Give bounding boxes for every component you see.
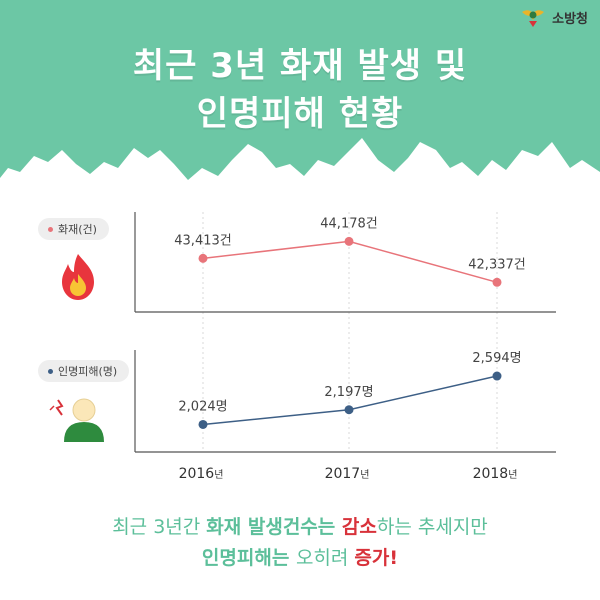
summary-increase: 증가! [354, 547, 399, 569]
x-tick-label-2: 2018년 [473, 466, 518, 482]
legend-casualty: 인명피해(명) [38, 360, 130, 382]
chart-series: 43,413건 44,178건 42,337건 2,024명 2,197명 2,594명 [174, 216, 526, 429]
series-line-1 [202, 375, 498, 426]
data-label-1-1: 2,197명 [324, 385, 373, 400]
logo-text: 소방청 [552, 11, 588, 27]
injured-person-icon [49, 398, 104, 442]
emblem-icon [522, 10, 545, 27]
data-point-1-1 [344, 405, 354, 415]
data-label-1-0: 2,024명 [178, 399, 227, 414]
x-tick-label-0: 2016년 [179, 466, 224, 482]
data-label-0-0: 43,413건 [174, 233, 231, 248]
x-tick-suffix-2: 년 [508, 469, 517, 481]
header-background [0, 0, 600, 180]
page-title-line1: 최근 3년 화재 발생 및 [132, 46, 468, 86]
fire-icon [62, 254, 94, 300]
summary-text-a: 최근 3년간 [112, 516, 207, 538]
ministry-logo: 소방청 [520, 6, 588, 28]
data-point-0-1 [344, 236, 354, 246]
x-tick-label-1: 2017년 [325, 466, 370, 482]
data-point-1-0 [198, 419, 208, 429]
data-point-0-2 [492, 277, 502, 287]
summary-line-1: 최근 3년간 화재 발생건수는 감소하는 추세지만 [0, 512, 600, 539]
legend-fire-dot [48, 226, 53, 232]
x-tick-suffix-1: 년 [360, 469, 369, 481]
page-title-line2: 인명피해 현황 [196, 94, 404, 134]
series-line-0 [202, 240, 498, 284]
legend-casualty-dot [48, 368, 53, 374]
x-tick-year-1: 2017 [325, 466, 361, 482]
data-point-0-0 [198, 253, 208, 263]
year-gridlines [202, 212, 498, 452]
x-tick-year-0: 2016 [179, 466, 215, 482]
summary-decrease: 감소 [341, 516, 377, 538]
data-label-0-2: 42,337건 [468, 257, 525, 272]
summary-text-b: 화재 발생건수는 [206, 516, 342, 538]
legend-fire: 화재(건) [38, 218, 109, 240]
legend-casualty-label: 인명피해(명) [58, 365, 118, 378]
summary-text-f: 오히려 [295, 547, 355, 569]
data-label-1-2: 2,594명 [472, 351, 521, 366]
chart-axes [134, 212, 556, 453]
legend-fire-label: 화재(건) [58, 223, 97, 236]
data-point-1-2 [492, 371, 502, 381]
summary-text-e: 인명피해는 [201, 547, 296, 569]
data-label-0-1: 44,178건 [320, 216, 377, 231]
summary-line-2: 인명피해는 오히려 증가! [0, 543, 600, 570]
x-axis-ticks: 2016년 2017년 2018년 [179, 466, 518, 482]
x-tick-suffix-0: 년 [214, 469, 223, 481]
summary-text-d: 하는 추세지만 [376, 516, 488, 538]
x-tick-year-2: 2018 [473, 466, 509, 482]
